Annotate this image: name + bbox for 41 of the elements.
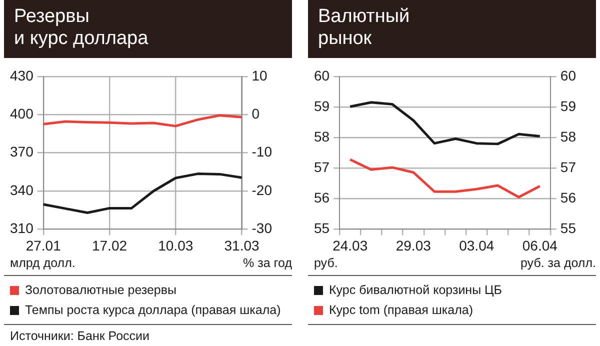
x-tick-label: 17.02 [92,237,128,254]
y2-tick-label: 56 [560,190,576,206]
y-tick-label: 60 [314,67,330,84]
y-axis-title: млрд долл. [10,256,76,272]
y-tick-label: 57 [314,158,330,175]
x-tick-label: 31.03 [224,237,260,254]
y2-tick-label: -30 [252,220,272,236]
y2-axis-title: % за год [243,256,292,272]
y-tick-label: 58 [314,128,330,144]
y-tick-label: 310 [10,220,34,236]
y2-tick-label: 59 [560,98,576,114]
x-tick-label: 10.03 [158,237,194,254]
x-tick-label: 03.04 [459,237,494,254]
y-tick-label: 400 [10,105,34,122]
y-tick-label: 56 [314,190,330,206]
y2-tick-label: 10 [252,67,268,84]
text: Источники: Банк России [9,328,150,345]
y2-tick-label: 60 [560,67,576,84]
x-tick-label: 27.01 [26,237,62,254]
y-tick-label: 55 [314,220,330,236]
x-tick-label: 29.03 [396,237,432,254]
y2-tick-label: 0 [252,105,260,122]
y2-axis-title: руб. за долл. [520,256,596,272]
y-tick-label: 59 [314,98,330,114]
y-axis-title: руб. [314,256,338,272]
y-tick-label: 370 [10,144,34,160]
y2-tick-label: -10 [252,144,272,160]
y2-tick-label: -20 [252,182,272,198]
legend-label: Темпы роста курса доллара (правая шкала) [25,303,281,317]
y2-tick-label: 58 [560,128,576,144]
y-tick-label: 340 [10,182,34,198]
legend-label: Золотовалютные резервы [25,283,177,297]
x-tick-label: 06.04 [522,237,558,254]
chart-title: Резервы и курс доллара [4,0,292,58]
y-tick-label: 430 [10,67,34,84]
chart-title: Валютный рынок [308,0,596,58]
legend-label: Курс бивалютной корзины ЦБ [329,283,502,297]
y2-tick-label: 57 [560,158,576,175]
x-tick-label: 24.03 [332,237,368,254]
legend-label: Курс tom (правая шкала) [329,303,474,317]
y2-tick-label: 55 [560,220,576,236]
